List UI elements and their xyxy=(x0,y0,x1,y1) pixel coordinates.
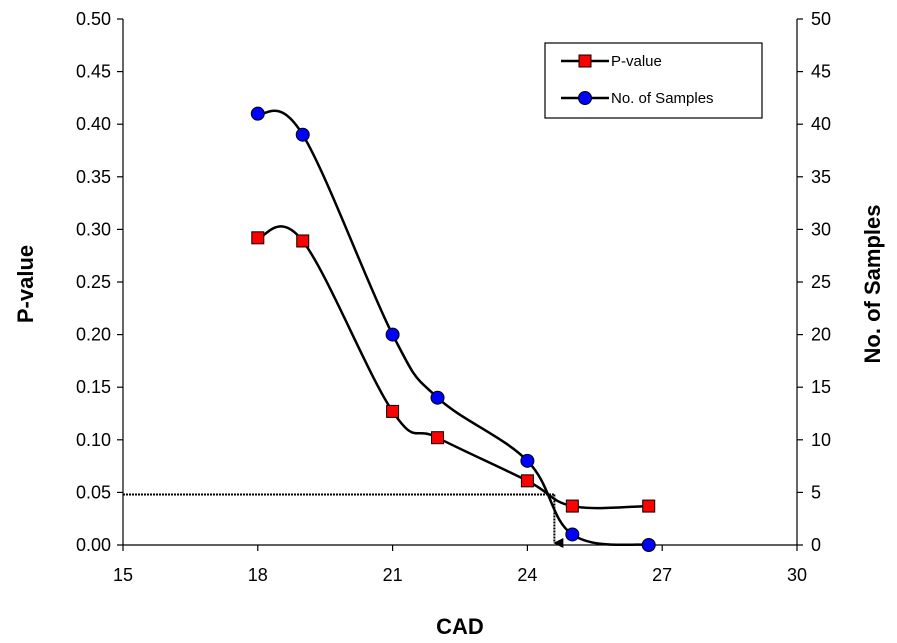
p-value-marker xyxy=(565,499,579,513)
y-right-tick-label: 10 xyxy=(811,430,831,450)
samples-marker xyxy=(385,327,400,342)
samples-marker xyxy=(430,390,445,405)
y-right-tick-label: 30 xyxy=(811,219,831,239)
x-tick-label: 30 xyxy=(787,565,807,585)
y-right-tick-label: 25 xyxy=(811,272,831,292)
y-left-tick-label: 0.30 xyxy=(76,219,111,239)
y-left-axis-title: P-value xyxy=(13,245,38,323)
y-right-tick-label: 40 xyxy=(811,114,831,134)
axes-layer: 15 18 21 24 27 30 0.00 0.05 0.10 0.15 0.20 0.25 0.30… xyxy=(76,9,831,585)
y-left-tick-label: 0.15 xyxy=(76,377,111,397)
y-right-tick-label: 50 xyxy=(811,9,831,29)
x-tick-label: 18 xyxy=(248,565,268,585)
y-left-tick-label: 0.45 xyxy=(76,62,111,82)
y-right-tick-label: 20 xyxy=(811,325,831,345)
y-right-tick-label: 35 xyxy=(811,167,831,187)
p-value-marker xyxy=(431,431,445,445)
y-right-tick-label: 45 xyxy=(811,62,831,82)
y-left-tick-label: 0.00 xyxy=(76,535,111,555)
samples-marker xyxy=(565,527,580,542)
samples-line xyxy=(257,109,649,547)
y-left-tick-label: 0.35 xyxy=(76,167,111,187)
x-axis-title: CAD xyxy=(436,614,484,639)
y-right-axis-title: No. of Samples xyxy=(860,205,885,364)
p-value-marker xyxy=(520,474,534,488)
annotations-layer xyxy=(123,493,564,548)
y-right-tick-label: 0 xyxy=(811,535,821,555)
samples-marker xyxy=(295,127,310,142)
legend: P-value No. of Samples xyxy=(544,42,763,119)
y-right-tick-label: 5 xyxy=(811,482,821,502)
p-value-marker xyxy=(386,404,400,418)
legend-label: No. of Samples xyxy=(611,90,714,107)
samples-marker xyxy=(250,106,265,121)
p-value-marker xyxy=(642,499,656,513)
y-left-tick-label: 0.20 xyxy=(76,325,111,345)
y-left-tick-label: 0.40 xyxy=(76,114,111,134)
y-left-tick-label: 0.05 xyxy=(76,482,111,502)
samples-marker xyxy=(641,538,656,552)
x-tick-label: 24 xyxy=(517,565,537,585)
x-tick-label: 21 xyxy=(383,565,403,585)
legend-square-marker xyxy=(578,54,592,68)
legend-label: P-value xyxy=(611,53,662,70)
y-right-tick-label: 15 xyxy=(811,377,831,397)
y-left-tick-label: 0.10 xyxy=(76,430,111,450)
series-layer xyxy=(250,106,656,552)
y-left-tick-label: 0.25 xyxy=(76,272,111,292)
y-left-tick-label: 0.50 xyxy=(76,9,111,29)
legend-circle-marker xyxy=(578,91,592,105)
x-tick-label: 27 xyxy=(652,565,672,585)
p-value-line xyxy=(257,225,649,510)
p-value-marker xyxy=(251,231,265,245)
p-value-marker xyxy=(296,234,310,248)
samples-marker xyxy=(520,453,535,468)
x-tick-label: 15 xyxy=(113,565,133,585)
